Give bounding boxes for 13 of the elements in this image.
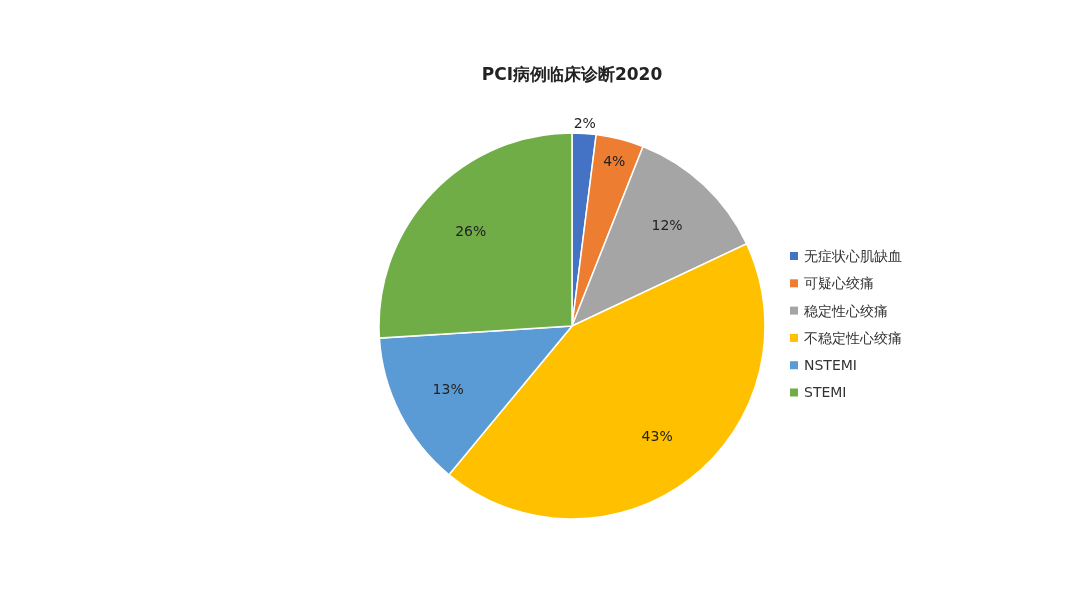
data-label: 13%	[432, 380, 464, 397]
legend-label: 无症状心肌缺血	[804, 247, 902, 264]
chart-title: PCI病例临床诊断2020	[481, 64, 663, 84]
legend-label: 稳定性心绞痛	[804, 302, 888, 319]
legend-label: 可疑心绞痛	[804, 275, 874, 292]
data-label: 43%	[641, 427, 673, 444]
data-label: 2%	[573, 115, 596, 132]
legend-label: 不稳定性心绞痛	[804, 329, 902, 346]
legend-label: STEMI	[804, 384, 847, 401]
data-label: 26%	[455, 222, 487, 239]
data-label: 4%	[603, 153, 626, 170]
data-label: 12%	[651, 216, 683, 233]
legend-label: NSTEMI	[804, 357, 857, 374]
